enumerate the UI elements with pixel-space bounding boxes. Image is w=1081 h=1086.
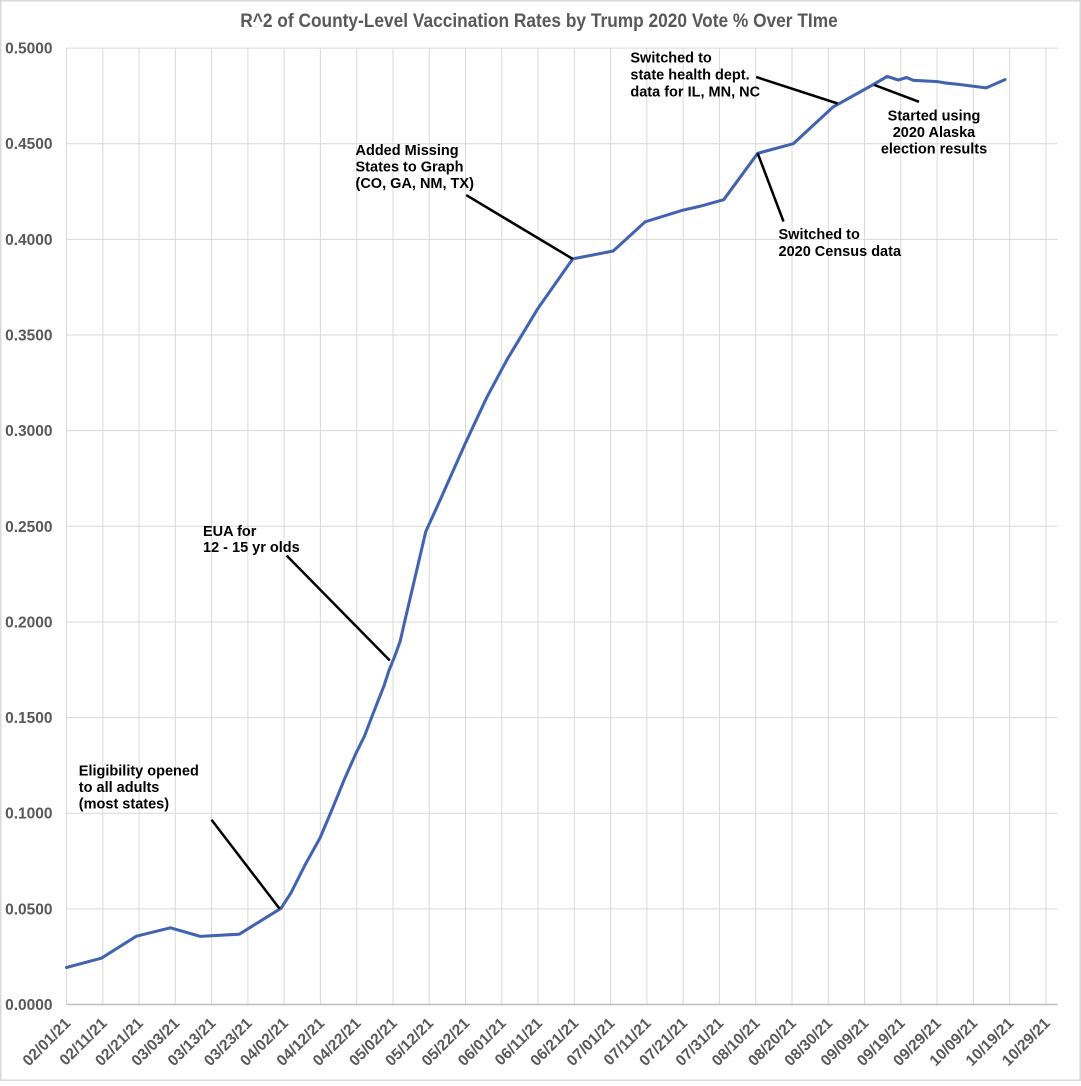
svg-text:0.4000: 0.4000 — [5, 232, 52, 249]
svg-text:0.5000: 0.5000 — [5, 41, 52, 58]
svg-text:2020 Alaska: 2020 Alaska — [893, 125, 976, 141]
svg-text:0.2000: 0.2000 — [5, 614, 52, 631]
svg-text:Started using: Started using — [888, 109, 981, 125]
svg-text:0.3500: 0.3500 — [5, 328, 52, 345]
svg-text:(most states): (most states) — [79, 797, 169, 813]
svg-text:0.2500: 0.2500 — [5, 519, 52, 536]
svg-text:Added Missing: Added Missing — [356, 143, 459, 159]
svg-text:EUA for: EUA for — [203, 524, 257, 540]
svg-text:(CO, GA, NM, TX): (CO, GA, NM, TX) — [356, 176, 475, 192]
svg-text:12 - 15 yr olds: 12 - 15 yr olds — [203, 540, 300, 556]
svg-text:election results: election results — [881, 142, 987, 158]
svg-text:2020 Census data: 2020 Census data — [779, 244, 902, 260]
svg-text:0.1000: 0.1000 — [5, 806, 52, 823]
svg-text:States to Graph: States to Graph — [356, 160, 464, 176]
svg-text:to all adults: to all adults — [79, 780, 160, 796]
svg-text:0.0500: 0.0500 — [5, 901, 52, 918]
svg-text:Switched to: Switched to — [630, 51, 712, 67]
svg-text:0.1500: 0.1500 — [5, 710, 52, 727]
svg-text:state health dept.: state health dept. — [630, 68, 749, 84]
svg-text:0.3000: 0.3000 — [5, 423, 52, 440]
svg-text:0.0000: 0.0000 — [5, 997, 52, 1014]
svg-text:data for IL, MN, NC: data for IL, MN, NC — [630, 85, 760, 101]
svg-text:Eligibility opened: Eligibility opened — [79, 764, 199, 780]
svg-text:0.4500: 0.4500 — [5, 136, 52, 153]
svg-text:R^2 of County-Level Vaccinatio: R^2 of County-Level Vaccination Rates by… — [240, 10, 838, 32]
svg-text:Switched to: Switched to — [779, 227, 861, 243]
